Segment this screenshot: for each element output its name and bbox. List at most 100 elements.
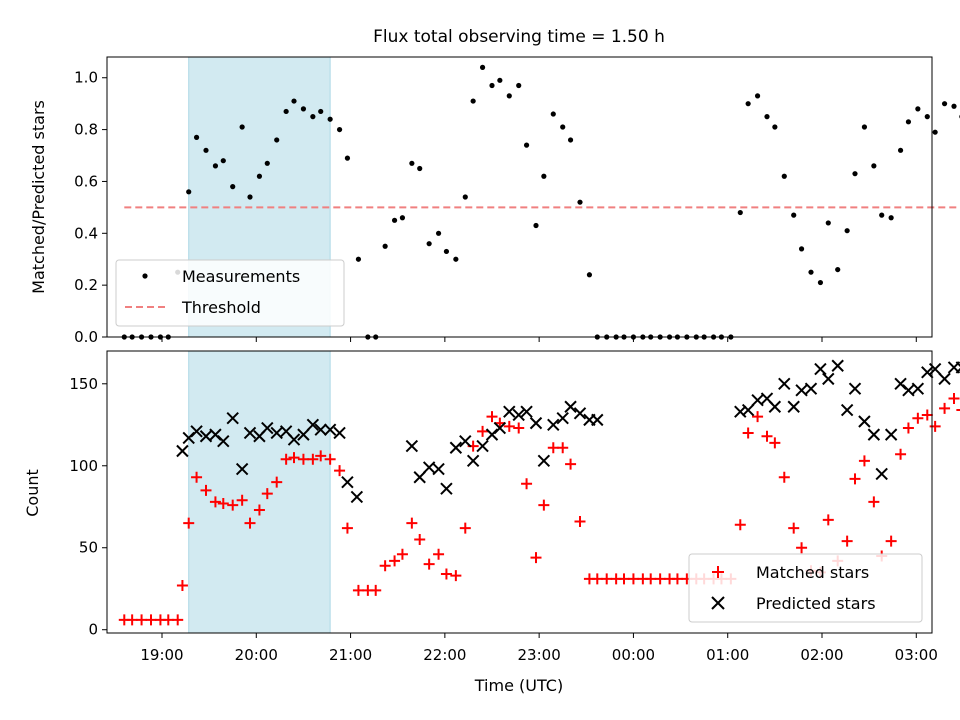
measurement-point bbox=[479, 64, 486, 70]
matched-star-point bbox=[788, 522, 800, 534]
bottom-y-tick-label: 50 bbox=[79, 539, 98, 557]
top-axes-frame bbox=[106, 56, 933, 338]
matched-star-point bbox=[654, 573, 666, 585]
predicted-star-point bbox=[778, 377, 791, 390]
matched-star-point bbox=[423, 558, 435, 570]
predicted-star-point bbox=[840, 403, 854, 417]
matched-star-point bbox=[503, 420, 515, 432]
matched-star-point bbox=[895, 448, 907, 460]
matched-star-point bbox=[530, 552, 542, 564]
measurement-point bbox=[256, 173, 263, 179]
measurement-point bbox=[808, 269, 814, 275]
measurement-point bbox=[772, 124, 778, 130]
bottom-legend-box bbox=[688, 553, 923, 623]
measurement-point bbox=[567, 137, 574, 143]
predicted-star-point bbox=[591, 413, 604, 427]
matched-star-point bbox=[868, 496, 880, 508]
predicted-star-point bbox=[831, 359, 844, 372]
measurement-point bbox=[871, 163, 877, 169]
measurement-point bbox=[745, 101, 751, 107]
measurement-point bbox=[283, 108, 289, 115]
predicted-star-point bbox=[529, 416, 543, 430]
matched-star-point bbox=[341, 522, 353, 534]
measurement-point bbox=[941, 101, 948, 107]
measurement-point bbox=[737, 209, 743, 216]
measurement-point bbox=[409, 160, 415, 166]
measurement-point bbox=[915, 106, 921, 112]
measurement-point bbox=[897, 147, 904, 153]
measurement-point bbox=[879, 212, 885, 218]
matched-star-point bbox=[370, 584, 382, 596]
matched-star-point bbox=[352, 584, 364, 596]
measurements-layer bbox=[121, 64, 960, 340]
predicted-star-point bbox=[314, 423, 327, 436]
matched-star-point bbox=[162, 614, 174, 626]
matched-star-point bbox=[948, 393, 960, 405]
legend-measurements-label: Measurements bbox=[182, 267, 300, 286]
matched-star-point bbox=[521, 478, 533, 490]
measurement-point bbox=[781, 173, 787, 179]
matched-star-point bbox=[929, 420, 941, 432]
measurement-point bbox=[327, 116, 333, 122]
matched-star-point bbox=[547, 442, 559, 454]
legend-threshold-label: Threshold bbox=[181, 298, 261, 317]
predicted-star-point bbox=[432, 462, 445, 476]
matched-star-point bbox=[217, 497, 229, 509]
predicted-star-point bbox=[493, 421, 507, 435]
predicted-star-point bbox=[848, 382, 862, 395]
measurement-point bbox=[764, 114, 770, 120]
measurement-point bbox=[861, 124, 868, 130]
bottom-y-tick-label: 100 bbox=[69, 457, 98, 475]
bottom-highlight-band-layer bbox=[188, 350, 331, 634]
predicted-star-point bbox=[512, 408, 525, 422]
matched-star-point bbox=[538, 499, 550, 511]
matched-star-point bbox=[939, 402, 951, 414]
predicted-star-point bbox=[875, 467, 888, 481]
bottom-panel: 0 50 100 150 19:00 20:00 21:00 22:00 23:00 00:00… bbox=[23, 350, 960, 695]
matched-star-point bbox=[136, 614, 148, 626]
bottom-legend: Matched stars Predicted stars bbox=[688, 553, 923, 623]
predicted-star-point bbox=[556, 412, 569, 425]
measurement-point bbox=[798, 246, 805, 252]
predicted-star-point bbox=[547, 418, 560, 431]
measurement-point bbox=[264, 160, 270, 166]
predicted-star-point bbox=[902, 384, 915, 397]
legend-matched-label: Matched stars bbox=[756, 563, 869, 582]
bottom-y-ticks: 0 50 100 150 bbox=[69, 375, 107, 639]
matched-star-point bbox=[261, 488, 273, 500]
matched-star-point bbox=[885, 535, 897, 547]
predicted-star-point bbox=[928, 362, 942, 376]
predicted-star-point bbox=[884, 428, 898, 441]
matched-star-point bbox=[902, 422, 914, 434]
bottom-y-tick-label: 0 bbox=[88, 621, 98, 639]
measurement-point bbox=[336, 126, 343, 133]
matched-star-point bbox=[379, 560, 391, 572]
matched-star-point bbox=[288, 452, 300, 464]
matched-stars-layer bbox=[118, 393, 960, 626]
bottom-axes-frame bbox=[106, 350, 933, 634]
matched-star-point bbox=[209, 496, 221, 508]
predicted-star-point bbox=[323, 423, 337, 436]
predicted-star-point bbox=[564, 400, 577, 413]
predicted-star-point bbox=[822, 372, 835, 386]
matched-star-point bbox=[645, 573, 657, 585]
measurement-point bbox=[497, 77, 503, 83]
measurement-point bbox=[516, 82, 522, 89]
predicted-star-point bbox=[243, 426, 257, 440]
measurement-point bbox=[310, 114, 316, 120]
top-y-ticks: 0.0 0.2 0.4 0.6 0.8 1.0 bbox=[74, 69, 107, 346]
predicted-star-point bbox=[449, 441, 463, 454]
matched-star-point bbox=[307, 453, 319, 465]
matched-star-point bbox=[406, 517, 418, 529]
matched-star-point bbox=[389, 555, 401, 567]
measurement-point bbox=[951, 103, 957, 109]
matched-star-point bbox=[183, 517, 195, 529]
top-x-ticks bbox=[161, 337, 917, 342]
matched-star-point bbox=[271, 476, 283, 488]
matched-star-point bbox=[450, 570, 462, 582]
matched-star-point bbox=[822, 514, 834, 526]
top-title: Flux total observing time = 1.50 h bbox=[373, 27, 665, 47]
matched-star-point bbox=[796, 542, 808, 554]
measurement-point bbox=[825, 220, 831, 226]
